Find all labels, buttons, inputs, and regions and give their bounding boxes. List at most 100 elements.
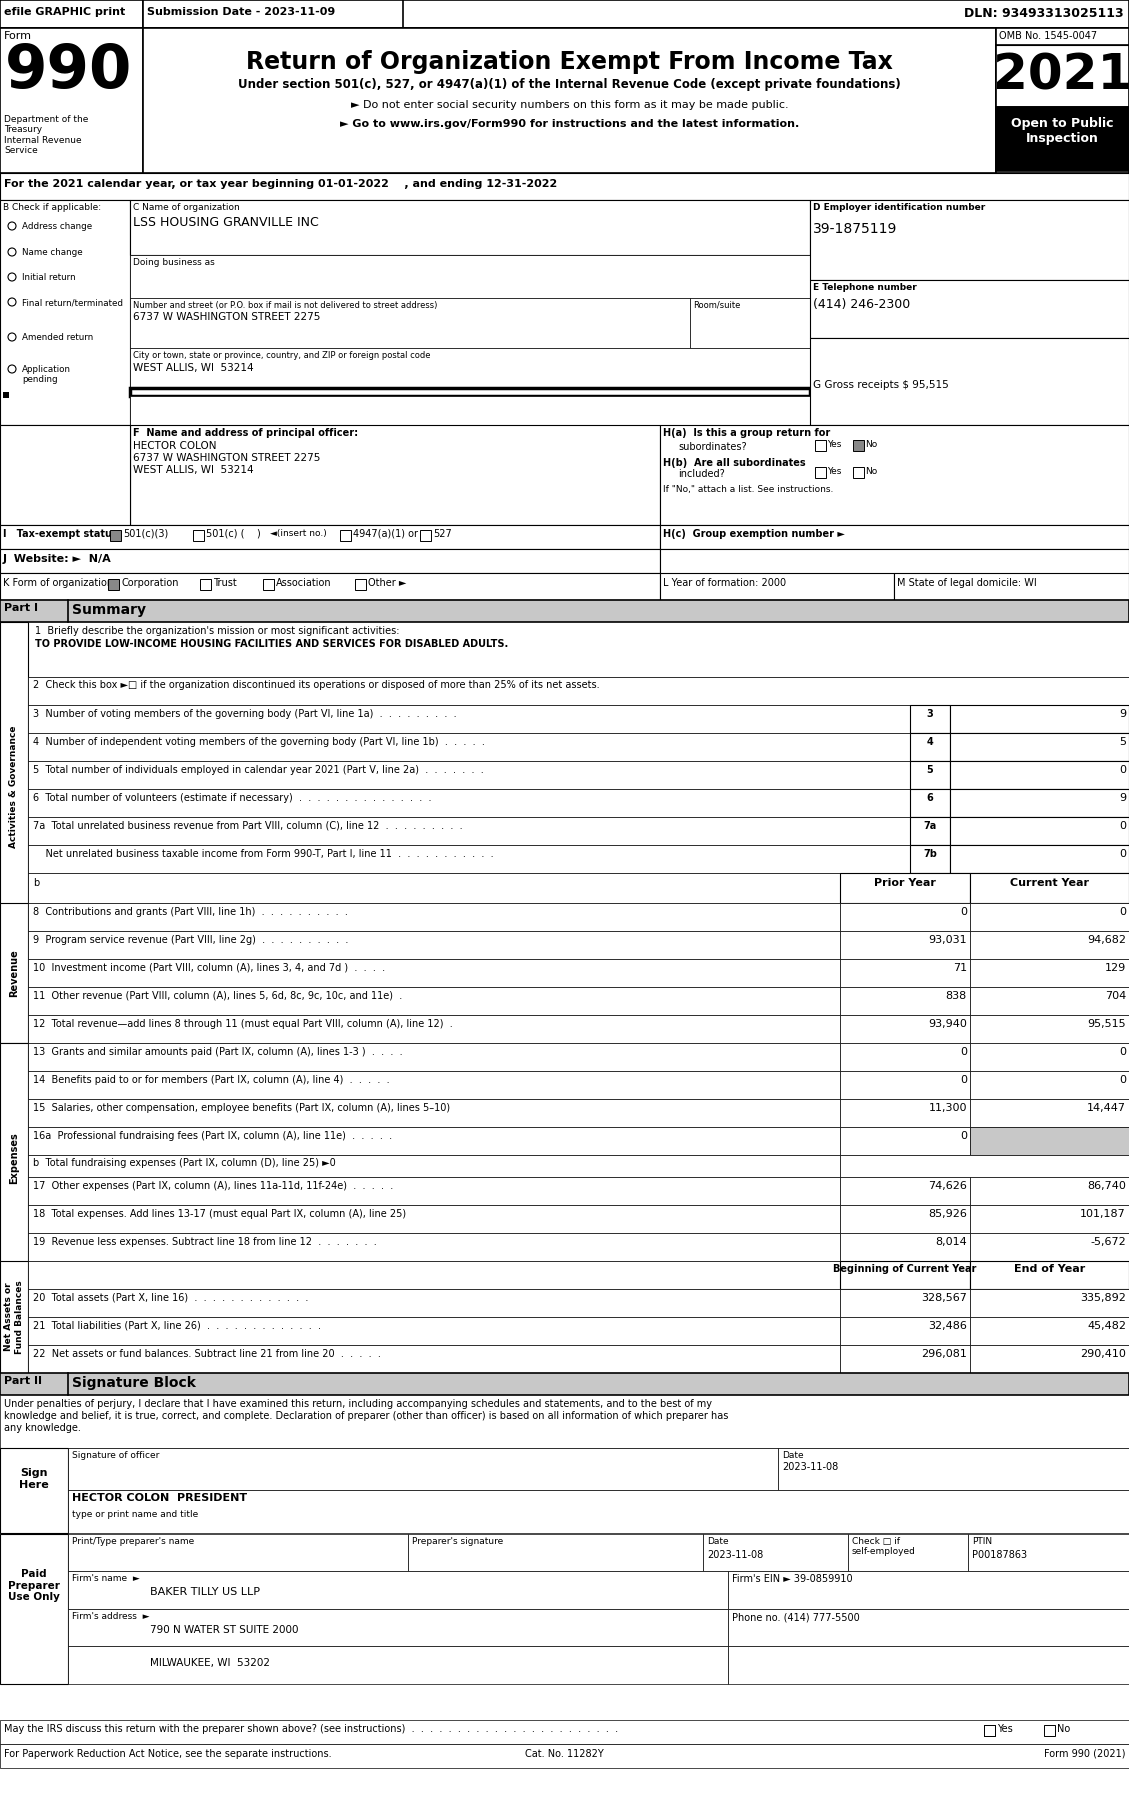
Bar: [28, 1016, 840, 1043]
Text: 4  Number of independent voting members of the governing body (Part VI, line 1b): 4 Number of independent voting members o…: [33, 736, 484, 747]
Text: End of Year: End of Year: [1014, 1264, 1085, 1273]
Text: Yes: Yes: [828, 466, 841, 475]
Bar: [949, 789, 1129, 816]
Bar: [28, 931, 840, 960]
Bar: [28, 1177, 840, 1204]
Bar: [28, 903, 840, 931]
Text: Part I: Part I: [5, 602, 38, 613]
Text: 7a  Total unrelated business revenue from Part VIII, column (C), line 12  .  .  : 7a Total unrelated business revenue from…: [33, 822, 463, 831]
Bar: [28, 1317, 840, 1344]
Text: 101,187: 101,187: [1080, 1208, 1126, 1219]
Text: 93,940: 93,940: [928, 1019, 968, 1029]
Text: 20  Total assets (Part X, line 16)  .  .  .  .  .  .  .  .  .  .  .  .  .: 20 Total assets (Part X, line 16) . . . …: [33, 1293, 308, 1302]
Text: Signature Block: Signature Block: [72, 1377, 195, 1390]
Text: 2  Check this box ►□ if the organization discontinued its operations or disposed: 2 Check this box ►□ if the organization …: [33, 680, 599, 689]
Bar: [854, 441, 864, 452]
Bar: [0, 424, 130, 524]
Bar: [28, 677, 1129, 706]
Bar: [340, 530, 351, 541]
Text: 527: 527: [434, 530, 452, 539]
Bar: [28, 1261, 840, 1290]
Bar: [949, 762, 1129, 789]
Text: Application
pending: Application pending: [21, 365, 71, 385]
Text: E Telephone number: E Telephone number: [813, 283, 917, 292]
Text: 335,892: 335,892: [1080, 1293, 1126, 1302]
Bar: [809, 200, 1129, 279]
Text: Department of the
Treasury
Internal Revenue
Service: Department of the Treasury Internal Reve…: [5, 114, 88, 156]
Bar: [815, 466, 826, 479]
Bar: [703, 1535, 848, 1571]
Bar: [984, 1725, 995, 1736]
Bar: [949, 733, 1129, 762]
Text: 704: 704: [1105, 990, 1126, 1001]
Bar: [130, 395, 809, 424]
Bar: [910, 816, 949, 845]
Bar: [0, 600, 1129, 622]
Text: OMB No. 1545-0047: OMB No. 1545-0047: [999, 31, 1097, 42]
Bar: [970, 1204, 1129, 1234]
Text: Current Year: Current Year: [1010, 878, 1089, 889]
Text: 0: 0: [1119, 766, 1126, 775]
Bar: [840, 1156, 1129, 1177]
Bar: [143, 27, 996, 172]
Text: 9  Program service revenue (Part VIII, line 2g)  .  .  .  .  .  .  .  .  .  .: 9 Program service revenue (Part VIII, li…: [33, 934, 349, 945]
Text: Sign: Sign: [20, 1468, 47, 1478]
Text: H(a)  Is this a group return for: H(a) Is this a group return for: [663, 428, 830, 437]
Text: WEST ALLIS, WI  53214: WEST ALLIS, WI 53214: [133, 363, 254, 374]
Text: 290,410: 290,410: [1080, 1350, 1126, 1359]
Bar: [970, 931, 1129, 960]
Bar: [68, 1571, 728, 1609]
Text: 45,482: 45,482: [1087, 1321, 1126, 1331]
Text: 18  Total expenses. Add lines 13-17 (must equal Part IX, column (A), line 25): 18 Total expenses. Add lines 13-17 (must…: [33, 1208, 406, 1219]
Text: Signature of officer: Signature of officer: [72, 1451, 159, 1460]
Text: Beginning of Current Year: Beginning of Current Year: [833, 1264, 977, 1273]
Text: WEST ALLIS, WI  53214: WEST ALLIS, WI 53214: [133, 464, 254, 475]
Text: type or print name and title: type or print name and title: [72, 1509, 199, 1518]
Bar: [28, 987, 840, 1016]
Text: Preparer's signature: Preparer's signature: [412, 1536, 504, 1546]
Bar: [910, 789, 949, 816]
Text: 74,626: 74,626: [928, 1181, 968, 1192]
Bar: [0, 200, 130, 424]
Text: 6: 6: [927, 793, 934, 804]
Bar: [840, 1317, 970, 1344]
Text: 328,567: 328,567: [921, 1293, 968, 1302]
Bar: [28, 762, 910, 789]
Bar: [28, 1290, 840, 1317]
Text: 19  Revenue less expenses. Subtract line 18 from line 12  .  .  .  .  .  .  .: 19 Revenue less expenses. Subtract line …: [33, 1237, 377, 1246]
Bar: [840, 1099, 970, 1126]
Bar: [970, 1043, 1129, 1070]
Bar: [28, 816, 910, 845]
Text: efile GRAPHIC print: efile GRAPHIC print: [5, 7, 125, 16]
Bar: [690, 297, 809, 348]
Text: (414) 246-2300: (414) 246-2300: [813, 297, 910, 310]
Bar: [809, 279, 1129, 337]
Bar: [840, 1290, 970, 1317]
Bar: [970, 987, 1129, 1016]
Bar: [130, 348, 809, 388]
Bar: [0, 622, 28, 952]
Bar: [970, 1177, 1129, 1204]
Text: Doing business as: Doing business as: [133, 258, 215, 267]
Text: b: b: [33, 878, 40, 889]
Bar: [970, 1070, 1129, 1099]
Bar: [840, 1177, 970, 1204]
Text: Address change: Address change: [21, 221, 93, 230]
Text: MILWAUKEE, WI  53202: MILWAUKEE, WI 53202: [150, 1658, 270, 1669]
Text: Under section 501(c), 527, or 4947(a)(1) of the Internal Revenue Code (except pr: Under section 501(c), 527, or 4947(a)(1)…: [238, 78, 901, 91]
Bar: [0, 0, 143, 27]
Bar: [660, 524, 1129, 550]
Text: Date: Date: [782, 1451, 804, 1460]
Bar: [840, 1234, 970, 1261]
Bar: [28, 1204, 840, 1234]
Bar: [28, 706, 910, 733]
Bar: [68, 1609, 728, 1645]
Text: 39-1875119: 39-1875119: [813, 221, 898, 236]
Bar: [68, 1535, 408, 1571]
Text: Form 990 (2021): Form 990 (2021): [1043, 1749, 1124, 1760]
Text: May the IRS discuss this return with the preparer shown above? (see instructions: May the IRS discuss this return with the…: [5, 1723, 618, 1734]
Bar: [728, 1609, 1129, 1645]
Text: Firm's EIN ► 39-0859910: Firm's EIN ► 39-0859910: [732, 1575, 852, 1584]
Text: 3: 3: [927, 709, 934, 718]
Text: 838: 838: [946, 990, 968, 1001]
